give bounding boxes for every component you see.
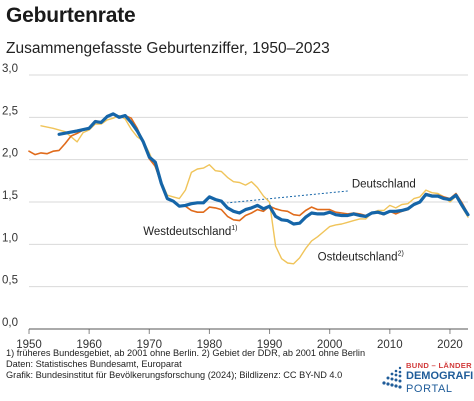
chart-title: Geburtenrate	[6, 4, 136, 27]
series-lines	[28, 112, 470, 265]
label-westdeutschland-text: Westdeutschland	[143, 226, 231, 238]
chart-subtitle: Zusammengefasste Geburtenziffer, 1950–20…	[6, 40, 330, 57]
x-tick-label: 1960	[76, 339, 102, 351]
logo-line-3: PORTAL	[406, 383, 453, 395]
logo-line-1: BUND – LÄNDER	[406, 361, 472, 370]
footnote-regions: 1) früheres Bundesgebiet, ab 2001 ohne B…	[6, 348, 366, 358]
label-ostdeutschland-footnote: 2)	[398, 250, 404, 257]
y-tick-label: 1,5	[2, 190, 18, 202]
y-tick-label: 2,0	[2, 148, 18, 160]
x-tick-label: 2000	[317, 339, 343, 351]
series-line-ostdeutschland	[40, 114, 469, 265]
x-tick-label: 2010	[377, 339, 403, 351]
series-line-deutschland	[57, 112, 470, 226]
logo-dots-icon	[382, 366, 402, 389]
x-tick-label: 1950	[16, 339, 42, 351]
label-ostdeutschland-text: Ostdeutschland	[318, 251, 398, 263]
label-ostdeutschland: Ostdeutschland2)	[318, 250, 404, 263]
x-tick-label: 1970	[136, 339, 162, 351]
grid-lines	[28, 74, 468, 334]
x-tick-label: 1980	[197, 339, 223, 351]
deutschland-connector-line	[227, 190, 348, 204]
y-tick-label: 0,0	[2, 317, 18, 329]
logo-line-2: DEMOGRAFIE	[406, 370, 474, 382]
y-tick-label: 3,0	[2, 63, 18, 75]
x-tick-label: 1990	[257, 339, 283, 351]
footnote-data-source: Daten: Statistisches Bundesamt, Europara…	[6, 359, 182, 369]
y-axis-ticks: 0,0 0,5 1,0 1,5 2,0 2,5 3,0	[2, 63, 18, 329]
label-deutschland: Deutschland	[352, 179, 416, 191]
x-axis-ticks: 1950 1960 1970 1980 1990 2000 2010 2020	[16, 339, 463, 351]
demografie-portal-logo: BUND – LÄNDER DEMOGRAFIE PORTAL	[380, 360, 474, 400]
y-tick-label: 2,5	[2, 105, 18, 117]
label-westdeutschland-footnote: 1)	[231, 225, 237, 232]
y-tick-label: 1,0	[2, 232, 18, 244]
x-tick-label: 2020	[437, 339, 463, 351]
label-westdeutschland: Westdeutschland1)	[143, 225, 237, 238]
footnote-credit: Grafik: Bundesinstitut für Bevölkerungsf…	[6, 370, 343, 380]
y-tick-label: 0,5	[2, 275, 18, 287]
